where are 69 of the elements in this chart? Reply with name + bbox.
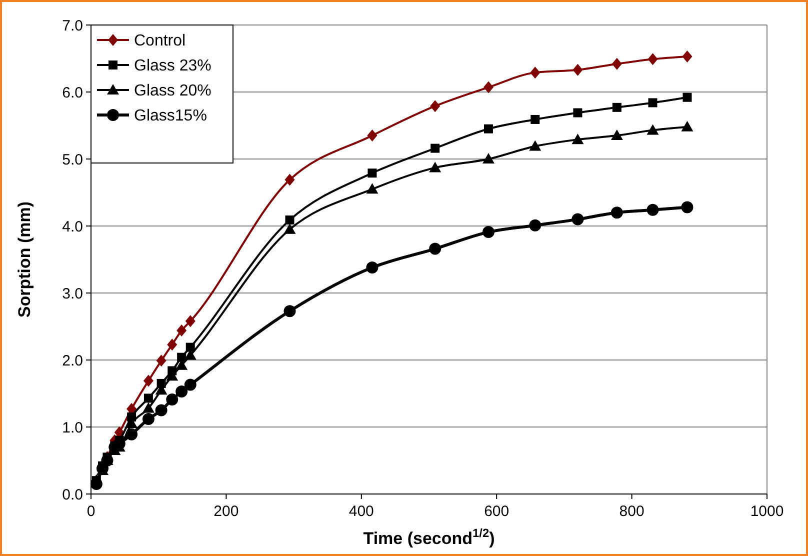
legend-label: Control (134, 32, 186, 50)
point (529, 140, 542, 151)
point (185, 315, 196, 328)
point (646, 124, 659, 135)
legend-label: Glass15% (134, 108, 207, 125)
y-tick-label: 7.0 (62, 17, 83, 34)
y-tick-label: 6.0 (62, 84, 83, 102)
point (530, 66, 540, 79)
point (572, 213, 584, 226)
y-tick-label: 3.0 (62, 285, 83, 302)
point (156, 354, 166, 367)
point (284, 223, 296, 234)
y-tick-label: 1.0 (62, 419, 83, 436)
point (285, 215, 294, 224)
point (366, 262, 378, 274)
point (612, 102, 622, 112)
x-tick-label: 1000 (750, 503, 784, 520)
point (176, 324, 187, 337)
point (612, 58, 622, 70)
point (366, 183, 378, 194)
point (573, 108, 582, 118)
point (143, 374, 154, 387)
point (166, 394, 178, 406)
point (155, 404, 168, 416)
point (483, 81, 494, 94)
point (681, 201, 694, 214)
point (142, 402, 154, 413)
point (429, 162, 442, 172)
point (167, 338, 178, 351)
point (482, 153, 494, 164)
x-tick-label: 0 (86, 503, 96, 520)
point (484, 124, 493, 134)
y-tick-label: 4.0 (62, 218, 83, 236)
point (572, 134, 584, 144)
point (610, 206, 623, 219)
point (184, 378, 196, 391)
legend-label: Glass 20% (134, 82, 212, 100)
x-tick-label: 200 (214, 503, 239, 520)
point (681, 120, 694, 132)
point (367, 130, 378, 142)
y-axis-title: Sorption (mm) (15, 201, 34, 318)
point (682, 92, 692, 102)
x-axis-title: Time (second$^{1/2}$) (363, 526, 495, 548)
point (530, 114, 540, 124)
y-tick-label: 5.0 (62, 151, 83, 168)
x-tick-label: 400 (348, 503, 374, 520)
point (572, 64, 583, 76)
point (648, 98, 658, 108)
point (144, 394, 153, 403)
point (368, 168, 377, 178)
point (176, 385, 188, 398)
point (529, 219, 542, 232)
point (646, 204, 659, 216)
point (610, 130, 623, 140)
y-tick-label: 2.0 (62, 352, 83, 370)
point (429, 242, 442, 255)
legend-label: Glass 23% (134, 58, 212, 75)
point (284, 174, 295, 186)
point (682, 50, 692, 62)
point (142, 412, 154, 425)
point (430, 144, 440, 153)
point (648, 53, 658, 66)
x-tick-label: 800 (619, 503, 644, 520)
point (430, 100, 440, 112)
x-tick-label: 600 (484, 503, 510, 520)
y-tick-label: 0.0 (62, 486, 83, 504)
point (126, 428, 138, 440)
point (482, 226, 494, 238)
point (284, 305, 296, 318)
